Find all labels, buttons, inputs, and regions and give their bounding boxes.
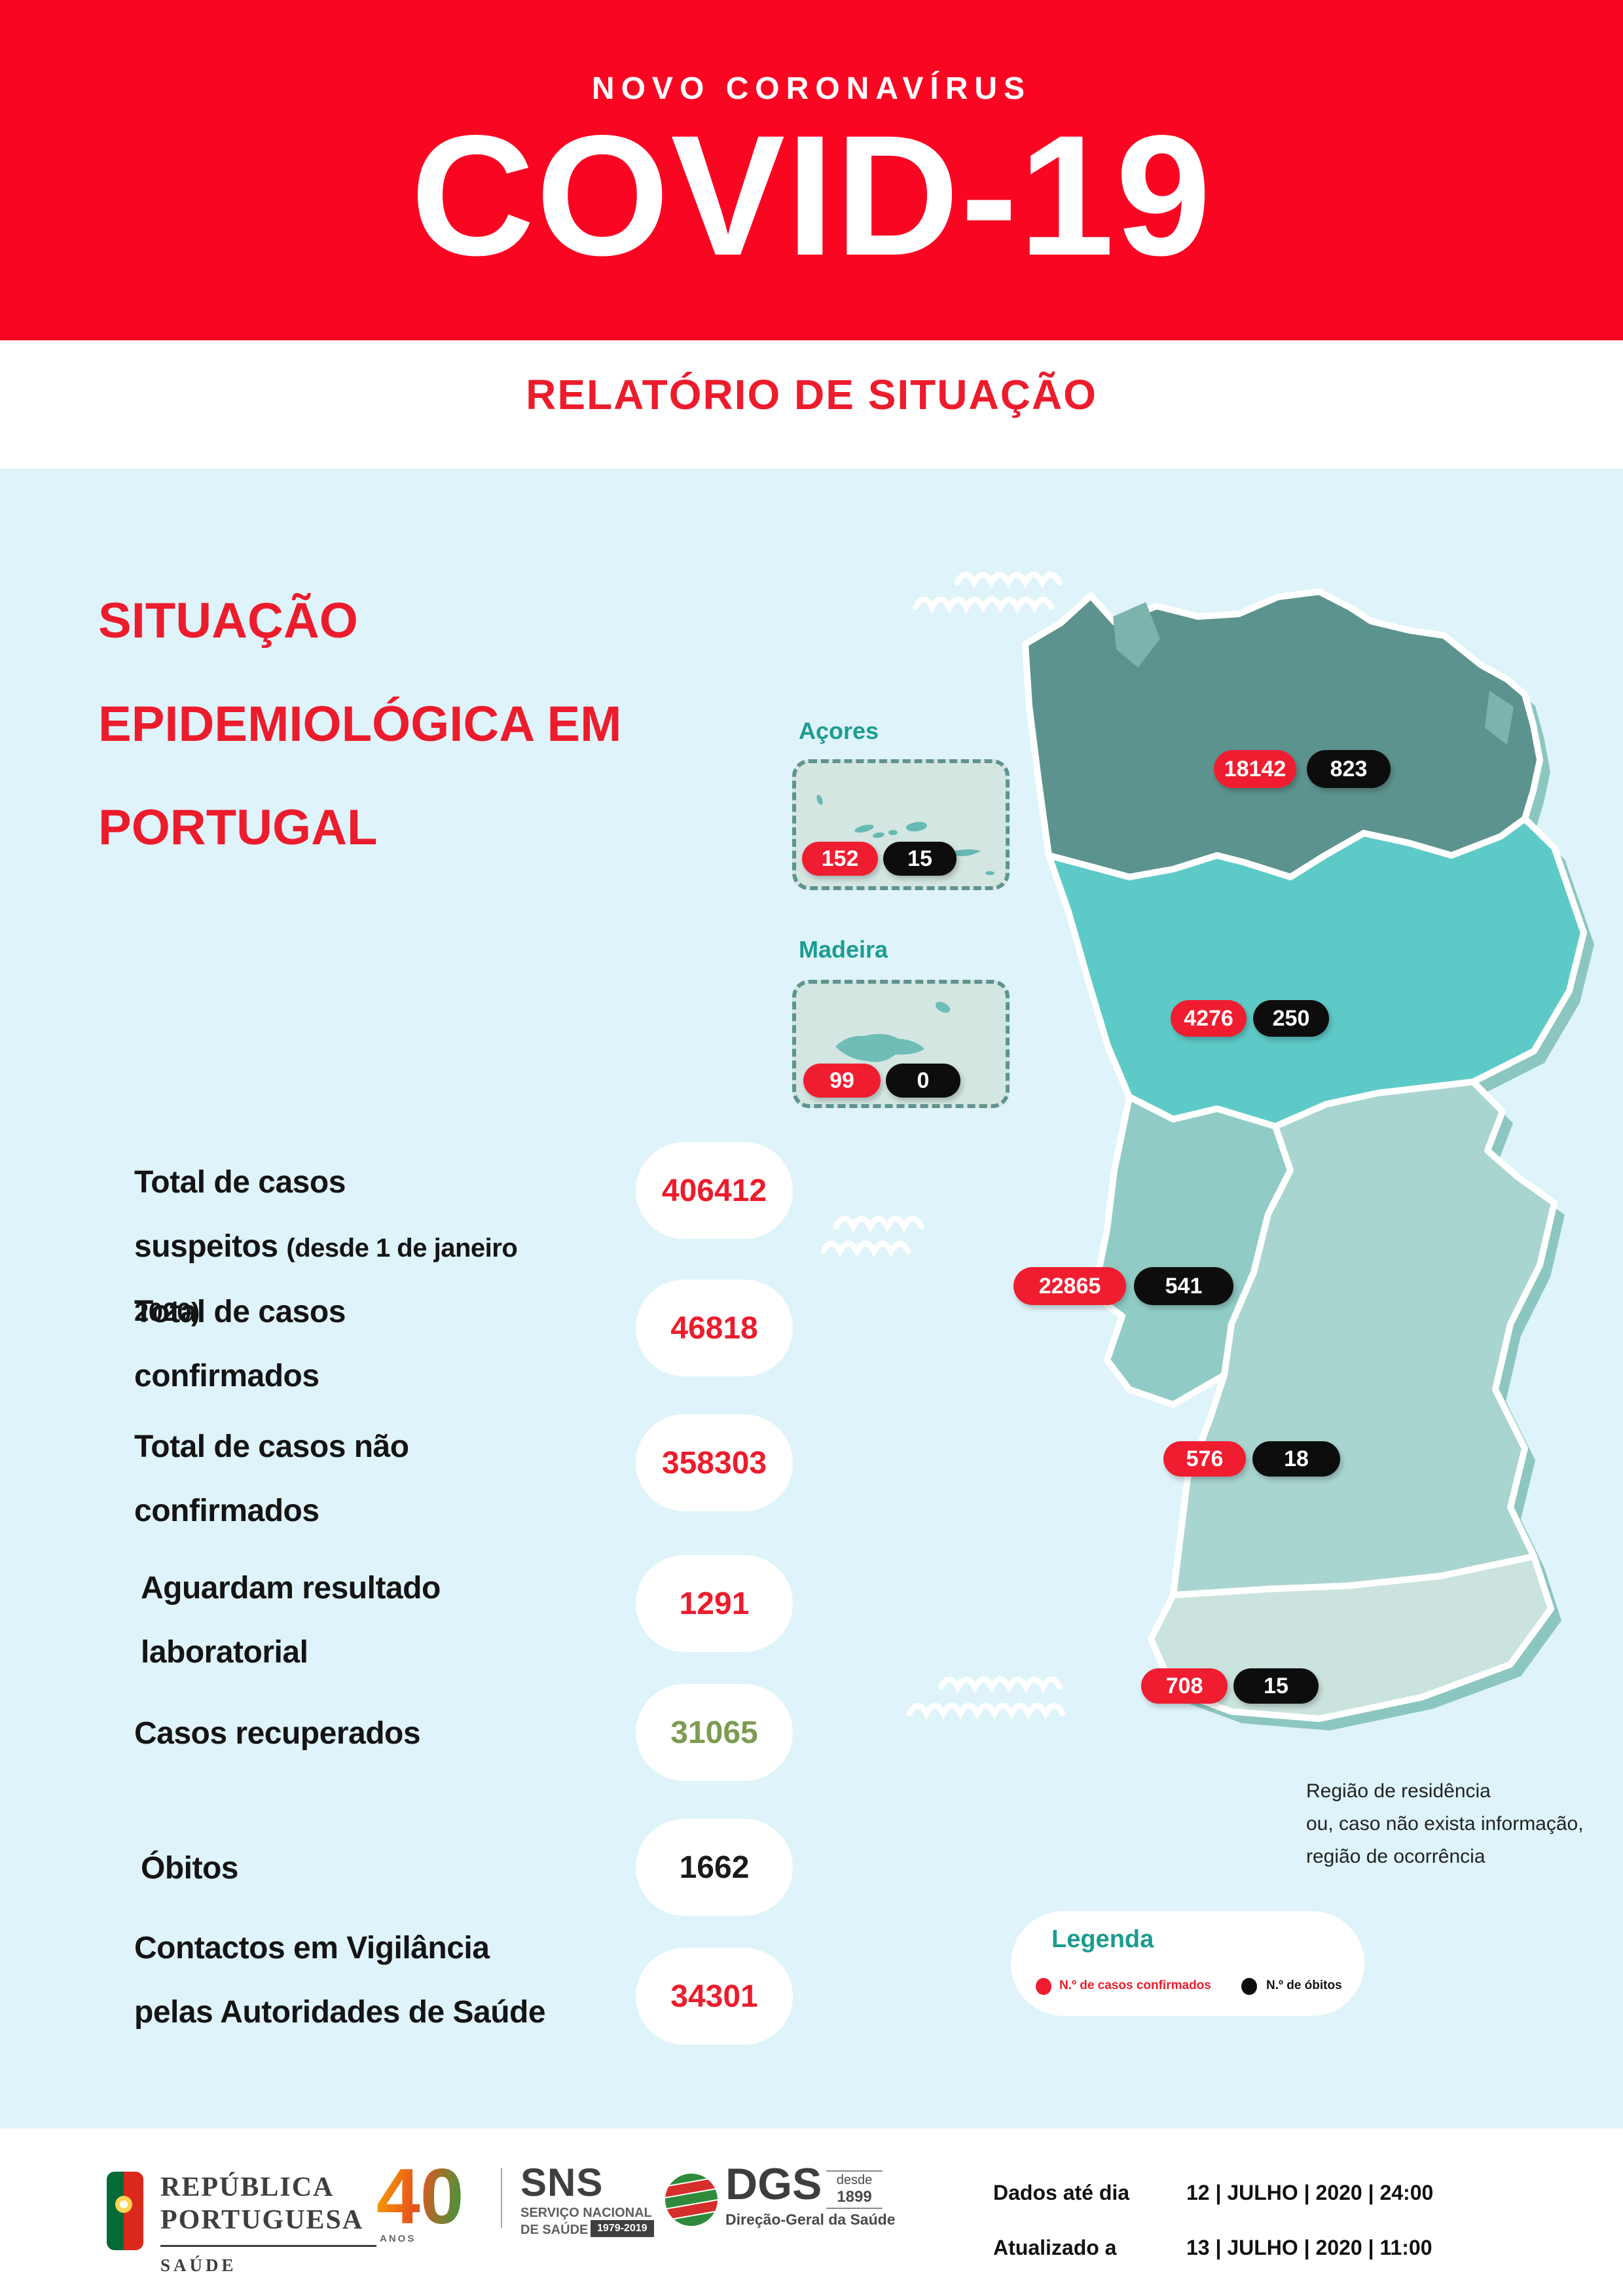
stat-label-aguardam: Aguardam resultado laboratorial [141, 1571, 441, 1670]
badge-norte-deaths: 823 [1307, 750, 1391, 788]
badge-norte-confirmed: 18142 [1214, 750, 1296, 788]
wave-decoration-bottom [907, 1676, 1066, 1720]
republica-line1: REPÚBLICA [160, 2172, 335, 2202]
stat-value-aguardam: 1291 [636, 1555, 793, 1652]
data-until-label: Dados até dia [993, 2181, 1130, 2204]
stat-text-small: (desde 1 de janeiro [286, 1234, 518, 1263]
dgs-desde-block: desde 1899 [826, 2170, 883, 2209]
dgs-globe-icon [663, 2172, 720, 2228]
badge-algarve-deaths: 15 [1233, 1668, 1319, 1704]
badge-lvt-confirmed: 22865 [1013, 1267, 1126, 1305]
confirmed-dot-icon [1036, 1978, 1051, 1995]
republica-portuguesa-flag-icon [107, 2172, 143, 2250]
map-region-norte [1022, 588, 1543, 880]
legend-confirmed-label: N.º de casos confirmados [1059, 1979, 1211, 1992]
dgs-logo: DGS [725, 2159, 822, 2209]
legend-title: Legenda [1051, 1926, 1154, 1953]
badge-centro-confirmed: 4276 [1171, 1000, 1247, 1037]
sns-logo: SNS [520, 2161, 604, 2204]
deaths-dot-icon [1241, 1978, 1257, 1995]
sns-40-anos-logo: 40 [376, 2153, 464, 2240]
badge-alentejo-deaths: 18 [1252, 1441, 1340, 1477]
acores-label: Açores [799, 717, 879, 744]
section-title-line: SITUAÇÃO [98, 593, 358, 649]
stat-label-nao-confirmados: Total de casos não confirmados [134, 1429, 409, 1528]
legend-deaths-label: N.º de óbitos [1266, 1979, 1342, 1992]
madeira-islands [835, 1001, 951, 1089]
header-red-band [0, 0, 1623, 340]
stat-label-suspeitos: Total de casos suspeitos (desde 1 de jan… [134, 1151, 518, 1344]
updated-at-value: 13 | JULHO | 2020 | 11:00 [1186, 2236, 1432, 2259]
sns-years-badge: 1979-2019 [591, 2220, 654, 2237]
badge-algarve-confirmed: 708 [1141, 1668, 1228, 1704]
badge-madeira-deaths: 0 [886, 1064, 960, 1098]
page-title: COVID-19 [410, 99, 1213, 291]
stat-value-confirmados: 46818 [636, 1280, 793, 1376]
stat-value-nao-confirmados: 358303 [636, 1414, 793, 1511]
badge-centro-deaths: 250 [1253, 1000, 1329, 1037]
dgs-subtitle: Direção-Geral da Saúde [725, 2211, 896, 2228]
republica-rule [160, 2245, 376, 2247]
report-banner: RELATÓRIO DE SITUAÇÃO [526, 371, 1097, 418]
stat-text: suspeitos [134, 1229, 278, 1264]
republica-line3: SAÚDE [160, 2255, 237, 2275]
badge-alentejo-confirmed: 576 [1163, 1441, 1246, 1477]
sns-line2: DE SAÚDE [520, 2223, 589, 2237]
legend: Legenda N.º de casos confirmados N.º de … [1011, 1911, 1364, 2016]
stat-text: Total de casos [134, 1165, 346, 1200]
section-title-line: PORTUGAL [98, 800, 378, 855]
wave-decoration-middle [822, 1215, 924, 1258]
badge-acores-confirmed: 152 [802, 842, 878, 876]
section-title: SITUAÇÃO EPIDEMIOLÓGICA EM PORTUGAL [98, 569, 621, 880]
footer-divider [501, 2168, 502, 2228]
stat-value-contactos: 34301 [636, 1948, 793, 2045]
stat-label-confirmados: Total de casos confirmados [134, 1295, 346, 1393]
sns-40-anos-label: ANOS [380, 2233, 416, 2244]
stat-value-suspeitos: 406412 [636, 1142, 793, 1239]
section-title-line: EPIDEMIOLÓGICA EM [98, 696, 622, 752]
badge-acores-deaths: 15 [883, 842, 957, 876]
madeira-label: Madeira [799, 936, 888, 963]
republica-line2: PORTUGUESA [160, 2205, 364, 2235]
stat-label-recuperados: Casos recuperados [134, 1716, 421, 1751]
badge-madeira-confirmed: 99 [803, 1064, 881, 1098]
header-kicker: NOVO CORONAVÍRUS [591, 71, 1032, 106]
region-note: Região de residência ou, caso não exista… [1306, 1780, 1584, 1867]
stat-text-small: 2020) [134, 1298, 200, 1327]
map-region-norte-patches [1113, 602, 1514, 745]
updated-at-label: Atualizado a [993, 2236, 1117, 2259]
badge-lvt-deaths: 541 [1134, 1267, 1233, 1305]
map-region-lvt [1082, 1094, 1294, 1408]
stat-label-contactos: Contactos em Vigilância pelas Autoridade… [134, 1931, 546, 2030]
wave-decoration-top [912, 571, 1063, 614]
stat-label-obitos: Óbitos [141, 1851, 239, 1886]
portugal-map [1022, 588, 1594, 1731]
sns-line1: SERVIÇO NACIONAL [520, 2206, 652, 2220]
data-until-value: 12 | JULHO | 2020 | 24:00 [1186, 2181, 1434, 2204]
stat-value-obitos: 1662 [636, 1819, 793, 1916]
stat-value-recuperados: 31065 [636, 1684, 793, 1781]
